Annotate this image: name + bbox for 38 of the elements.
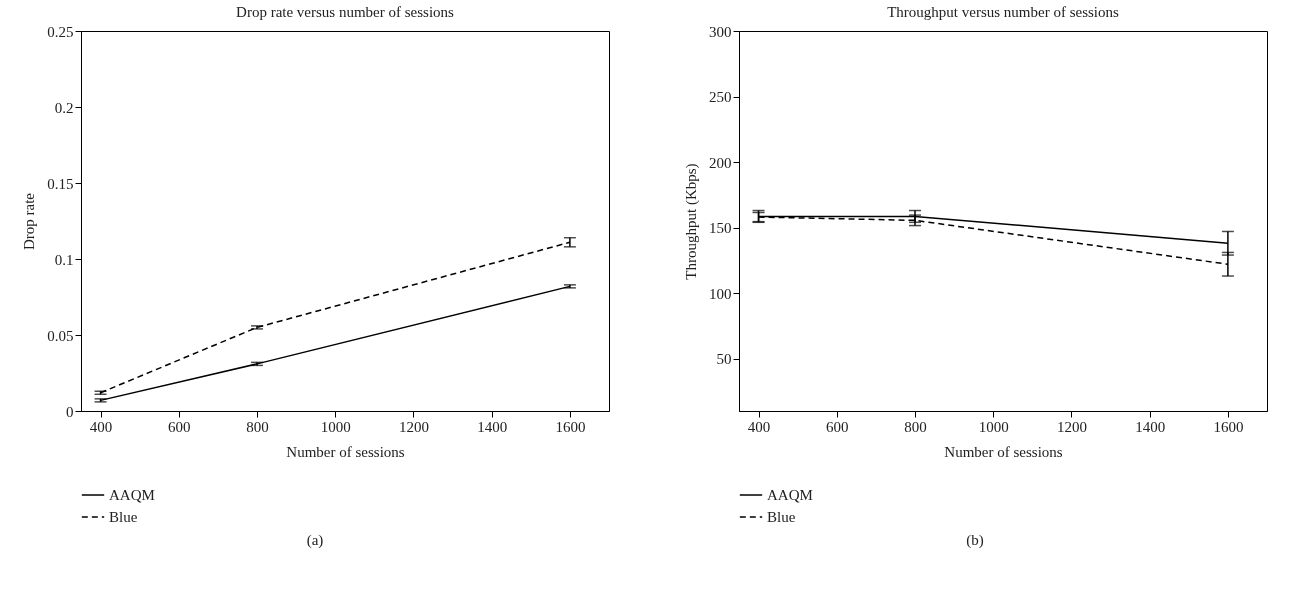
x-tick-label: 1400 [1135, 418, 1166, 435]
x-tick-label: 600 [168, 418, 191, 435]
y-tick-label: 200 [709, 154, 732, 171]
x-tick-label: 800 [246, 418, 269, 435]
legend-label: Blue [767, 509, 796, 525]
x-tick-label: 800 [904, 418, 927, 435]
y-tick-label: 0 [66, 403, 74, 420]
x-axis-title: Number of sessions [286, 443, 405, 460]
y-tick-label: 100 [709, 285, 732, 302]
text: (b) [966, 532, 984, 549]
x-tick-label: 1200 [398, 418, 429, 435]
legend-label: AAQM [109, 487, 155, 503]
x-tick-label: 600 [826, 418, 849, 435]
text: (a) [306, 532, 324, 549]
x-axis-title: Number of sessions [944, 443, 1063, 460]
y-axis-title: Drop rate [21, 192, 38, 251]
x-tick-label: 1600 [1213, 418, 1244, 435]
y-tick-label: 0.2 [54, 99, 74, 116]
chart-title: Drop rate versus number of sessions [236, 4, 455, 20]
x-tick-label: 1200 [1056, 418, 1087, 435]
x-tick-label: 1000 [320, 418, 351, 435]
x-tick-label: 1600 [555, 418, 586, 435]
chart-title: Throughput versus number of sessions [887, 4, 1119, 20]
y-tick-label: 0.05 [47, 327, 74, 344]
y-tick-label: 300 [709, 23, 732, 40]
y-axis-title: Throughput (Kbps) [683, 163, 700, 280]
x-tick-label: 400 [89, 418, 113, 435]
legend-label: AAQM [767, 487, 813, 503]
y-tick-label: 50 [716, 351, 732, 368]
y-tick-label: 0.15 [47, 175, 74, 192]
x-tick-label: 1400 [477, 418, 508, 435]
y-tick-label: 250 [709, 89, 732, 106]
legend-label: Blue [109, 509, 138, 525]
y-tick-label: 150 [709, 220, 732, 237]
x-tick-label: 400 [747, 418, 771, 435]
y-tick-label: 0.1 [54, 251, 74, 268]
x-tick-label: 1000 [978, 418, 1009, 435]
y-tick-label: 0.25 [47, 23, 74, 40]
